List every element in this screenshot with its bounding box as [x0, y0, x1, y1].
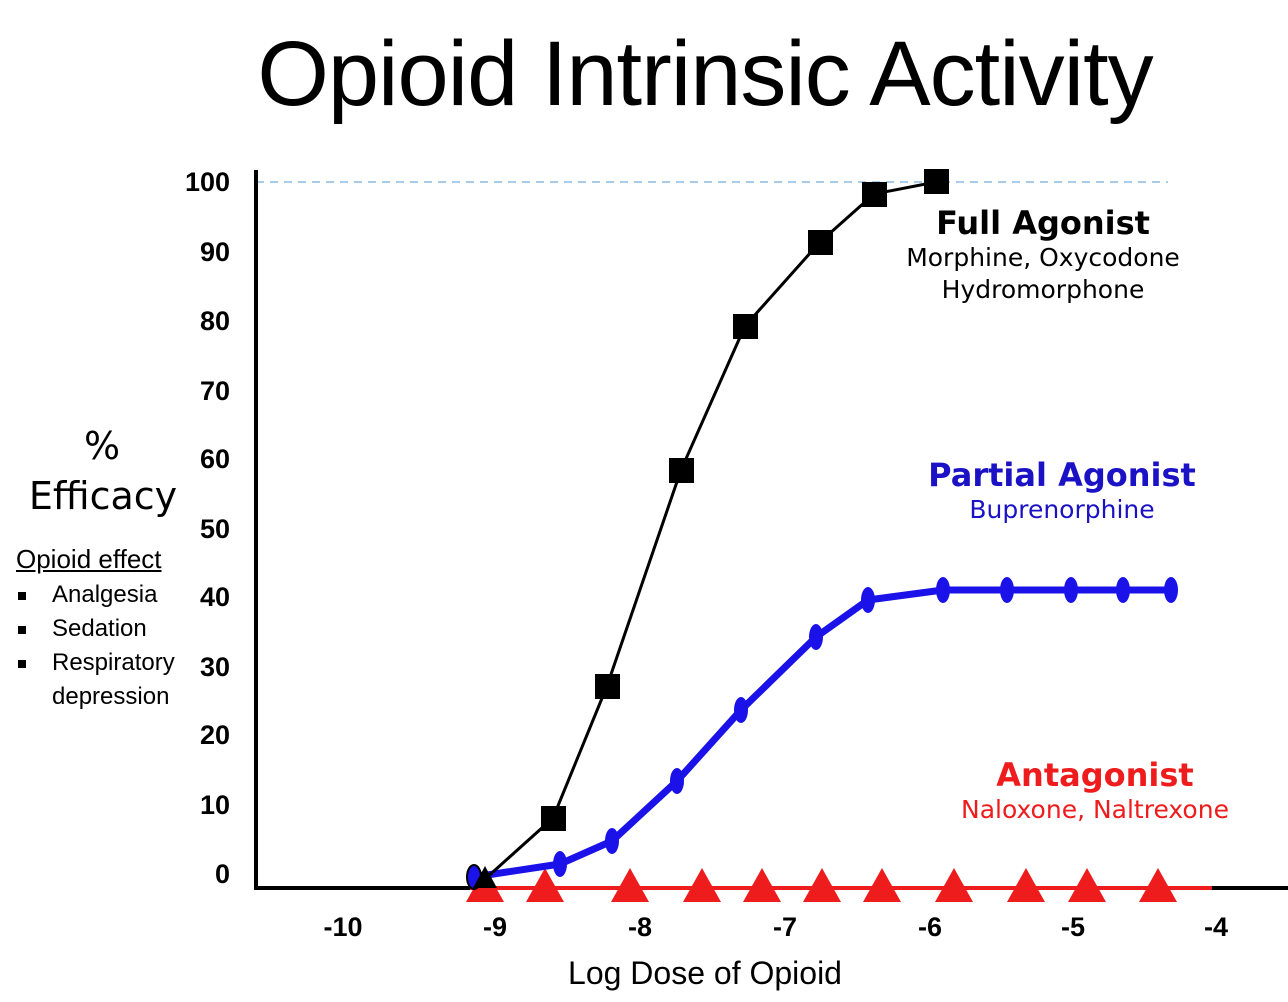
triangle-marker — [473, 866, 497, 888]
series-full-agonist — [473, 169, 949, 888]
y-tick-40: 40 — [199, 582, 230, 612]
ellipse-marker — [670, 768, 684, 794]
series-antagonist — [466, 868, 1212, 902]
y-axis-label-percent: % — [83, 424, 121, 468]
y-tick-80: 80 — [199, 306, 230, 336]
square-marker — [595, 674, 620, 699]
partial-agonist-drug: Buprenorphine — [969, 495, 1155, 524]
y-tick-10: 10 — [199, 790, 230, 820]
triangle-marker — [803, 868, 841, 902]
triangle-marker — [683, 868, 721, 902]
ellipse-marker — [605, 828, 619, 854]
annotation-partial-agonist: Partial Agonist Buprenorphine — [912, 456, 1212, 526]
y-tick-70: 70 — [199, 376, 230, 406]
bullet-icon — [18, 626, 26, 634]
x-tick--5: -5 — [1060, 912, 1085, 942]
square-marker — [808, 230, 833, 255]
y-tick-100: 100 — [184, 167, 230, 197]
square-marker — [862, 182, 887, 207]
square-marker — [924, 169, 949, 194]
ellipse-marker — [1116, 577, 1130, 603]
ellipse-marker — [936, 577, 950, 603]
series-partial-agonist — [466, 577, 1178, 890]
y-tick-90: 90 — [199, 237, 230, 267]
y-tick-20: 20 — [199, 720, 230, 750]
y-tick-50: 50 — [199, 514, 230, 544]
antagonist-heading: Antagonist — [996, 756, 1194, 794]
triangle-marker — [743, 868, 781, 902]
y-tick-30: 30 — [199, 652, 230, 682]
y-tick-0: 0 — [214, 859, 230, 889]
ellipse-marker — [1000, 577, 1014, 603]
ellipse-marker — [1064, 577, 1078, 603]
x-tick--7: -7 — [772, 912, 797, 942]
ellipse-marker — [809, 624, 823, 650]
ellipse-marker — [553, 851, 567, 877]
triangle-marker — [863, 868, 901, 902]
triangle-marker — [611, 868, 649, 902]
full-agonist-heading: Full Agonist — [936, 204, 1150, 242]
chart-title: Opioid Intrinsic Activity — [257, 23, 1153, 125]
ellipse-marker — [734, 697, 748, 723]
ellipse-marker — [1164, 577, 1178, 603]
triangle-marker — [935, 868, 973, 902]
full-agonist-drugs-line2: Hydromorphone — [941, 275, 1145, 304]
ellipse-marker — [861, 587, 875, 613]
partial-agonist-heading: Partial Agonist — [928, 456, 1196, 494]
triangle-marker — [1139, 868, 1177, 902]
y-axis-label-efficacy: Efficacy — [28, 474, 178, 518]
x-tick--9: -9 — [482, 912, 507, 942]
x-tick--4: -4 — [1203, 912, 1228, 942]
triangle-marker — [1068, 868, 1106, 902]
antagonist-drugs: Naloxone, Naltrexone — [961, 795, 1229, 824]
annotation-full-agonist: Full Agonist Morphine, Oxycodone Hydromo… — [893, 204, 1193, 306]
x-tick--6: -6 — [917, 912, 942, 942]
y-tick-60: 60 — [199, 444, 230, 474]
bullet-icon — [18, 660, 26, 668]
opioid-effect-heading: Opioid effect — [16, 544, 162, 574]
annotation-antagonist: Antagonist Naloxone, Naltrexone — [945, 756, 1245, 826]
square-marker — [669, 458, 694, 483]
x-tick--10: -10 — [323, 912, 363, 942]
bullet-icon — [18, 592, 26, 600]
x-tick--8: -8 — [627, 912, 652, 942]
x-axis-label: Log Dose of Opioid — [568, 955, 842, 991]
triangle-marker — [1007, 868, 1045, 902]
square-marker — [733, 314, 758, 339]
square-marker — [541, 806, 566, 831]
full-agonist-drugs-line1: Morphine, Oxycodone — [906, 243, 1180, 272]
triangle-marker — [526, 868, 564, 902]
